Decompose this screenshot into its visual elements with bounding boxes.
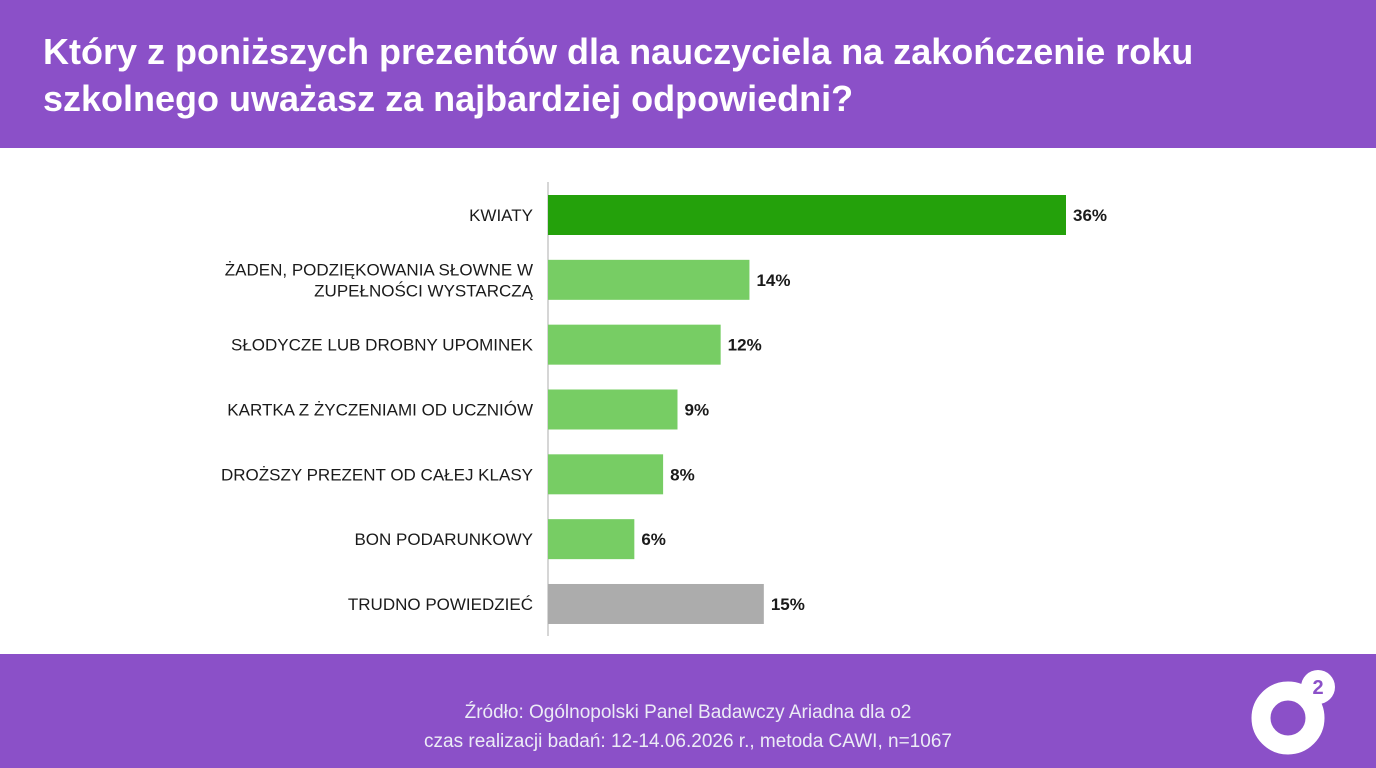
header-banner: Który z poniższych prezentów dla nauczyc… [0,0,1376,148]
bar-2 [548,259,750,300]
category-label-4: KARTKA Z ŻYCZENIAMI OD UCZNIÓW [227,400,533,419]
value-label-7: 15% [771,595,805,614]
source-line-1: Źródło: Ogólnopolski Panel Badawczy Aria… [464,702,912,723]
bar-chart: 36% KWIATY 14% ŻADEN, PODZIĘKOWANIA SŁOWNE … [221,182,1107,636]
chart-title: Który z poniższych prezentów dla nauczyc… [43,28,1303,122]
bar-7 [548,583,764,624]
title-line-2: szkolnego uważasz za najbardziej odpowie… [43,78,854,119]
value-label-4: 9% [685,400,710,419]
footer-banner: Źródło: Ogólnopolski Panel Badawczy Aria… [0,654,1376,768]
category-label-7: TRUDNO POWIEDZIEĆ [348,595,533,614]
category-label-1: KWIATY [469,206,533,225]
bar-4 [548,389,678,430]
category-label-6: BON PODARUNKOWY [354,530,533,549]
bar-1 [548,195,1066,235]
value-label-6: 6% [641,530,666,549]
bar-3 [548,324,721,365]
chart-area: 36% KWIATY 14% ŻADEN, PODZIĘKOWANIA SŁOWNE … [0,148,1376,654]
title-line-1: Który z poniższych prezentów dla nauczyc… [43,31,1194,72]
category-label-2: ŻADEN, PODZIĘKOWANIA SŁOWNE W ZUPEŁNOŚCI … [225,260,534,300]
category-label-3: SŁODYCZE LUB DROBNY UPOMINEK [231,336,534,355]
o2-logo: 2 [1251,670,1335,755]
value-label-5: 8% [670,465,695,484]
logo-superscript: 2 [1312,677,1323,699]
value-label-2: 14% [756,271,790,290]
bar-5 [548,454,664,495]
value-label-1: 36% [1073,206,1107,225]
category-label-5: DROŻSZY PREZENT OD CAŁEJ KLASY [221,465,533,484]
source-note: Źródło: Ogólnopolski Panel Badawczy Aria… [0,698,1376,756]
source-line-2: czas realizacji badań: 12-14.06.2026 r.,… [424,731,952,752]
bar-6 [548,519,635,560]
value-label-3: 12% [728,336,762,355]
